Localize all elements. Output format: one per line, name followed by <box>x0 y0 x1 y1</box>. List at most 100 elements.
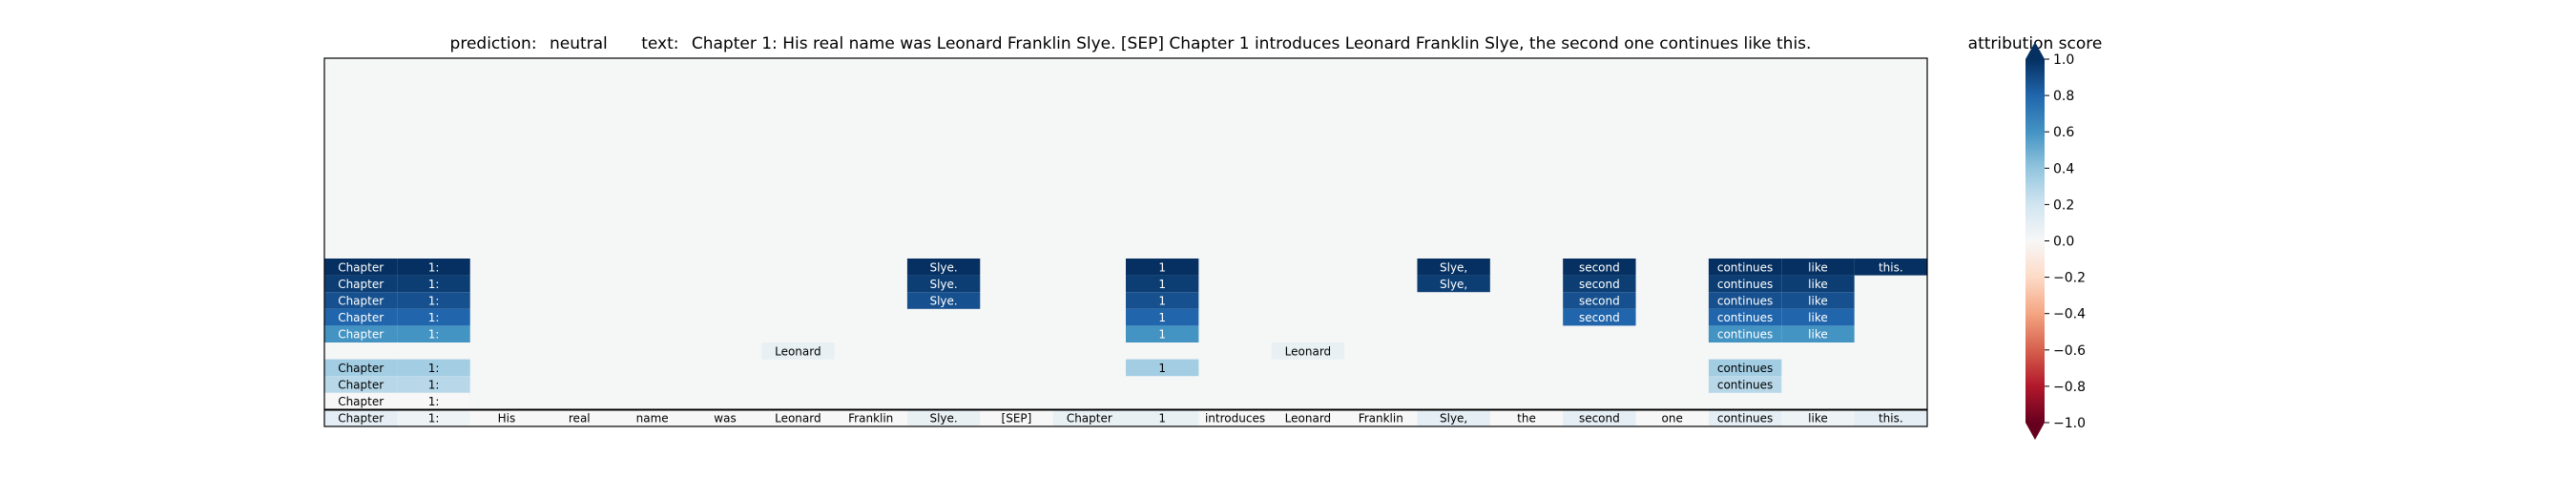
cell-token-label: 1: <box>428 379 440 392</box>
heatmap-cell <box>397 376 470 393</box>
colorbar-tick-label: −0.8 <box>2053 380 2086 395</box>
heatmap-cell <box>1635 409 1709 426</box>
cell-token-label: 1: <box>428 328 440 342</box>
heatmap-cell <box>1708 259 1782 276</box>
heatmap-cell <box>1563 409 1636 426</box>
cell-token-label: Chapter <box>338 412 384 425</box>
cell-token-label: 1: <box>428 295 440 308</box>
heatmap-cell <box>1126 292 1199 309</box>
prediction-value: neutral <box>550 34 608 53</box>
heatmap-cell <box>906 292 981 309</box>
cell-token-label: Chapter <box>338 395 384 408</box>
heatmap-cell <box>543 409 616 426</box>
cell-token-label: the <box>1517 412 1536 425</box>
heatmap-cell <box>1708 292 1782 309</box>
cell-token-label: Slye. <box>929 295 957 308</box>
cell-token-label: second <box>1579 278 1620 291</box>
cell-token-label: 1 <box>1158 260 1166 274</box>
cell-token-label: Chapter <box>338 260 384 274</box>
cell-token-label: 1 <box>1158 328 1166 342</box>
heatmap-cell <box>324 259 398 276</box>
cell-token-label: continues <box>1717 311 1773 324</box>
cell-token-label: second <box>1579 311 1620 324</box>
heatmap-cell <box>324 376 398 393</box>
cell-token-label: introduces <box>1205 412 1265 425</box>
cell-token-label: Slye, <box>1440 278 1467 291</box>
heatmap-cell <box>1417 275 1490 293</box>
colorbar-tick-label: −0.2 <box>2053 271 2086 286</box>
heatmap-cell <box>1198 409 1272 426</box>
heatmap-cell <box>1781 259 1855 276</box>
cell-token-label: continues <box>1717 278 1773 291</box>
cell-token-label: 1: <box>428 362 440 375</box>
heatmap-cell <box>761 409 835 426</box>
cell-token-label: second <box>1579 260 1620 274</box>
colorbar-tick-label: 0.2 <box>2053 197 2074 213</box>
text-label: text: <box>641 34 678 53</box>
heatmap-cell <box>397 325 470 342</box>
heatmap-cell <box>980 409 1053 426</box>
colorbar-extend-max <box>2025 42 2045 59</box>
cell-token-label: 1 <box>1158 295 1166 308</box>
heatmap-cell <box>1563 292 1636 309</box>
cell-token-label: 1 <box>1158 362 1166 375</box>
heatmap-cell <box>1417 259 1490 276</box>
heatmap-cell <box>1708 275 1782 293</box>
cell-token-label: this. <box>1879 412 1903 425</box>
cell-token-label: real <box>569 412 591 425</box>
cell-token-label: Chapter <box>338 295 384 308</box>
heatmap-cell <box>1417 409 1490 426</box>
cell-token-label: like <box>1808 328 1828 342</box>
heatmap-cell <box>906 275 981 293</box>
cell-token-label: Slye. <box>929 278 957 291</box>
cell-token-label: like <box>1808 260 1828 274</box>
heatmap-cell <box>1708 376 1782 393</box>
heatmap-cell <box>397 259 470 276</box>
cell-token-label: like <box>1808 295 1828 308</box>
colorbar-tick-label: 0.8 <box>2053 89 2074 104</box>
heatmap-cell <box>324 359 398 377</box>
cell-token-label: like <box>1808 311 1828 324</box>
colorbar-extend-min <box>2025 423 2045 440</box>
colorbar-tick-label: 0.0 <box>2053 235 2074 250</box>
cell-token-label: Chapter <box>338 379 384 392</box>
colorbar-tick-label: 1.0 <box>2053 52 2074 68</box>
colorbar-tick-label: 0.4 <box>2053 161 2074 176</box>
cell-token-label: Chapter <box>338 328 384 342</box>
heatmap-cell <box>324 325 398 342</box>
cell-token-label: was <box>714 412 736 425</box>
heatmap-cell <box>324 292 398 309</box>
cell-token-label: Chapter <box>1067 412 1112 425</box>
heatmap-cell <box>397 292 470 309</box>
heatmap-cell <box>324 409 398 426</box>
heatmap-cell <box>906 409 981 426</box>
cell-token-label: 1: <box>428 260 440 274</box>
heatmap-cell <box>1271 409 1345 426</box>
cell-token-label: one <box>1662 412 1683 425</box>
cell-token-label: second <box>1579 295 1620 308</box>
heatmap-cell <box>324 275 398 293</box>
heatmap-cell <box>1708 359 1782 377</box>
heatmap-cell <box>324 392 398 410</box>
heatmap-cell <box>1126 259 1199 276</box>
heatmap-cell <box>1708 308 1782 326</box>
cell-token-label: continues <box>1717 328 1773 342</box>
colorbar-tick-label: −1.0 <box>2053 416 2086 431</box>
heatmap-cell <box>834 409 907 426</box>
heatmap-cell <box>397 409 470 426</box>
heatmap-cell <box>1563 308 1636 326</box>
cell-token-label: like <box>1808 412 1828 425</box>
cell-token-label: Slye, <box>1440 412 1467 425</box>
cell-token-label: [SEP] <box>1002 412 1032 425</box>
cell-token-label: continues <box>1717 260 1773 274</box>
heatmap-cell <box>1781 308 1855 326</box>
heatmap-cell <box>397 359 470 377</box>
cell-token-label: continues <box>1717 362 1773 375</box>
cell-token-label: His <box>498 412 516 425</box>
heatmap-cell <box>1781 325 1855 342</box>
cell-token-label: 1: <box>428 311 440 324</box>
heatmap-cell <box>1781 292 1855 309</box>
prediction-label: prediction: <box>450 34 537 53</box>
cell-token-label: Slye. <box>929 260 957 274</box>
cell-token-label: 1 <box>1158 278 1166 291</box>
